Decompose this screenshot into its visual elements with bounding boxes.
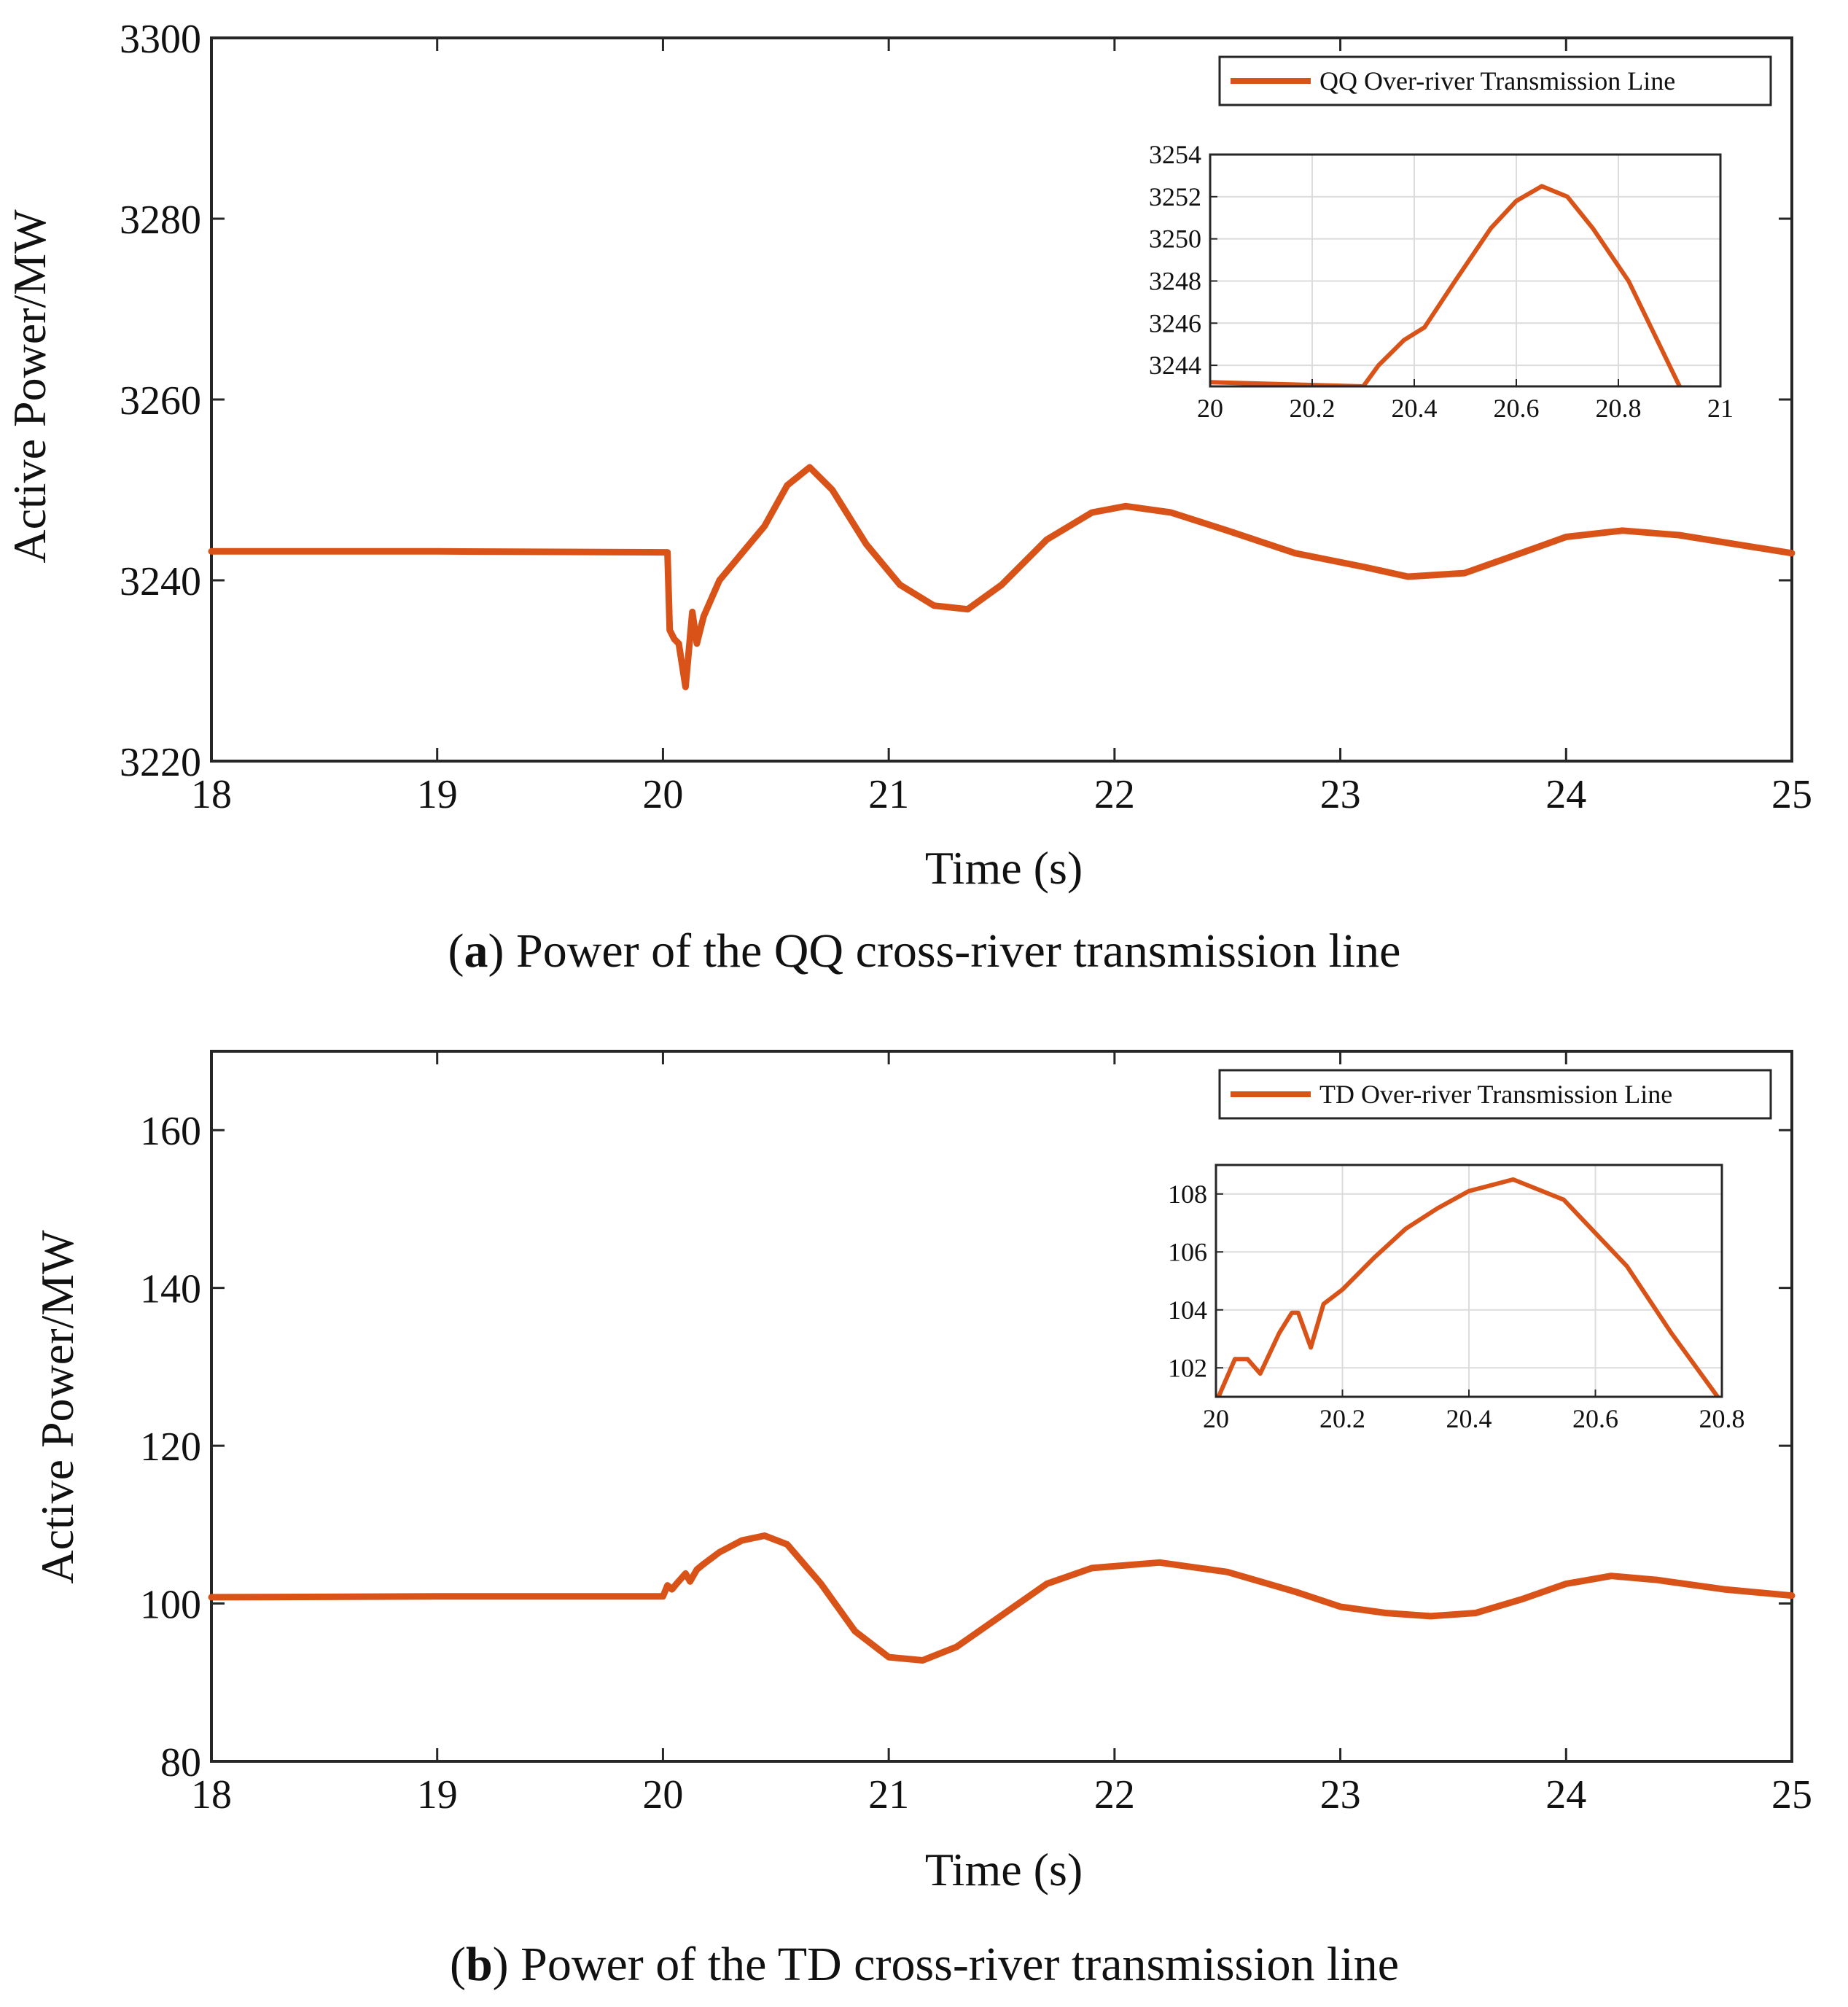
inset-x-tick-label: 20.2: [1290, 394, 1336, 423]
inset-x-tick-label: 20.2: [1319, 1404, 1365, 1433]
inset-y-tick-label: 102: [1168, 1353, 1207, 1382]
x-tick-label: 22: [1094, 1772, 1135, 1817]
x-tick-label: 21: [868, 772, 909, 817]
tick-labels: 18 19 20 21 22 23 24 25 80 100 120 140 160: [140, 1109, 1812, 1817]
y-tick-label: 140: [140, 1267, 201, 1312]
y-axis-label: Active Power/MW: [31, 1230, 83, 1584]
axes-frame: [210, 36, 1793, 763]
inset-y-tick-label: 106: [1168, 1237, 1207, 1266]
tick-labels: 18 19 20 21 22 23 24 25 3220 3240 3260 3280 3300: [120, 17, 1812, 817]
inset-x-tick-label: 20.4: [1446, 1404, 1492, 1433]
plot-area: [211, 38, 1792, 761]
y-tick-label: 160: [140, 1109, 201, 1154]
inset-y-tick-label: 3250: [1149, 225, 1201, 254]
x-tick-label: 25: [1771, 772, 1812, 817]
x-tick-label: 24: [1545, 1772, 1586, 1817]
inset-x-tick-label: 21: [1707, 394, 1734, 423]
inset-x-tick-label: 20.8: [1596, 394, 1642, 423]
x-tick-label: 18: [191, 772, 232, 817]
y-tick-label: 3240: [120, 559, 201, 604]
series-line: [208, 464, 1796, 690]
x-tick-label: 24: [1545, 772, 1586, 817]
inset-y-tick-label: 108: [1168, 1180, 1207, 1209]
inset-y-tick-label: 3254: [1149, 140, 1201, 169]
x-axis-label: Time (s): [925, 842, 1083, 894]
x-tick-label: 23: [1320, 1772, 1361, 1817]
x-tick-label: 19: [417, 772, 458, 817]
y-tick-label: 3280: [120, 198, 201, 243]
series-line: [208, 1532, 1796, 1664]
inset-y-tick-label: 3246: [1149, 308, 1201, 338]
axes-box: [210, 1050, 1793, 1763]
inset-y-tick-label: 3252: [1149, 182, 1201, 211]
x-tick-label: 20: [642, 1772, 683, 1817]
x-tick-label: 23: [1320, 772, 1361, 817]
axes-frame: [210, 1050, 1793, 1763]
chart-panel-b: 18 19 20 21 22 23 24 25 80 100 120 140 160 Active Po…: [31, 1050, 1812, 1991]
legend: QQ Over-river Transmission Line: [1218, 55, 1772, 106]
x-tick-label: 22: [1094, 772, 1135, 817]
legend: TD Over-river Transmission Line: [1218, 1069, 1772, 1120]
x-tick-label: 18: [191, 1772, 232, 1817]
y-tick-label: 120: [140, 1425, 201, 1470]
y-tick-label: 3220: [120, 740, 201, 785]
legend-box: [1218, 1069, 1772, 1120]
chart-panel-a: 18 19 20 21 22 23 24 25 3220 3240 3260 3280 3300 Act…: [4, 17, 1812, 978]
caption-b-text: Power of the TD cross-river transmission…: [521, 1938, 1399, 1991]
inset-y-tick-label: 3248: [1149, 266, 1201, 295]
inset-x-tick-label: 20.6: [1494, 394, 1540, 423]
inset-x-tick-label: 20.4: [1392, 394, 1438, 423]
inset-chart: 20 20.2 20.4 20.6 20.8 21 3244 3246 3248 3250 3252…: [1149, 140, 1734, 423]
inset-y-tick-label: 104: [1168, 1295, 1207, 1325]
legend-box: [1218, 55, 1772, 106]
inset-series-line: [1216, 1177, 1720, 1397]
y-tick-label: 80: [160, 1740, 201, 1785]
inset-axes-box: [1209, 153, 1722, 388]
caption-a: (a) Power of the QQ cross-river transmis…: [448, 924, 1401, 978]
caption-a-text: Power of the QQ cross-river transmission…: [516, 924, 1400, 978]
inset-x-tick-label: 20: [1203, 1404, 1229, 1433]
legend-entry: TD Over-river Transmission Line: [1319, 1080, 1672, 1109]
inset-plot-area: [1210, 155, 1720, 386]
plot-area: [211, 1051, 1792, 1761]
y-tick-label: 3260: [120, 378, 201, 424]
x-tick-label: 19: [417, 1772, 458, 1817]
legend-entry: QQ Over-river Transmission Line: [1319, 66, 1675, 96]
inset-x-tick-label: 20: [1197, 394, 1223, 423]
caption-b-label: b: [466, 1938, 493, 1991]
series-lines: [208, 464, 1796, 690]
series-lines: [208, 1532, 1796, 1664]
x-tick-label: 21: [868, 1772, 909, 1817]
x-axis-label: Time (s): [925, 1844, 1083, 1895]
inset-y-tick-label: 3244: [1149, 351, 1201, 380]
inset-chart: 20 20.2 20.4 20.6 20.8 102 104 106 108: [1168, 1164, 1745, 1433]
inset-x-tick-label: 20.6: [1572, 1404, 1618, 1433]
x-tick-label: 25: [1771, 1772, 1812, 1817]
y-axis-label: Active Power/MW: [4, 209, 55, 564]
inset-x-tick-label: 20.8: [1699, 1404, 1745, 1433]
x-tick-label: 20: [642, 772, 683, 817]
inset-series-line: [1210, 184, 1682, 386]
caption-a-label: a: [464, 924, 488, 978]
caption-b: (b) Power of the TD cross-river transmis…: [450, 1938, 1399, 1991]
y-tick-label: 3300: [120, 17, 201, 62]
y-tick-label: 100: [140, 1583, 201, 1628]
